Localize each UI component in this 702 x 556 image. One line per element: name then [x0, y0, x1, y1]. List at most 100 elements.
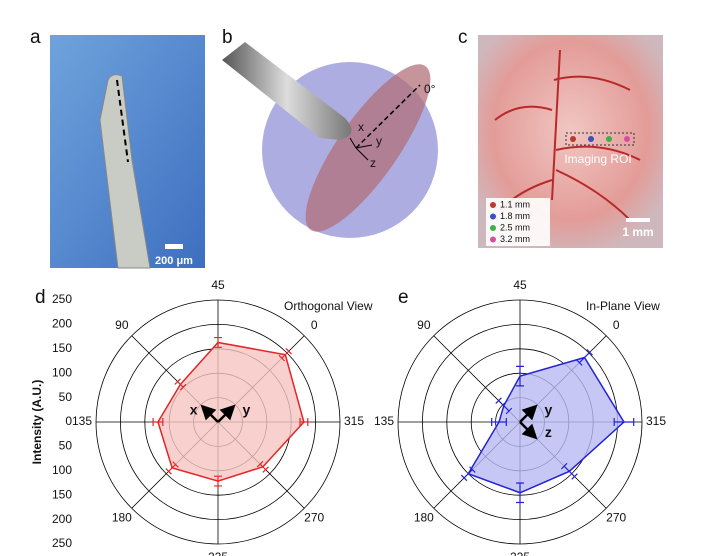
chart-title: Orthogonal View — [284, 299, 373, 313]
theta-tick-label: 270 — [304, 510, 324, 524]
error-bar-line — [214, 475, 222, 487]
error-bar — [576, 349, 593, 366]
error-bar-line — [460, 466, 476, 482]
error-bar — [214, 336, 222, 348]
orientation-label: z — [545, 424, 552, 440]
error-bar-line — [214, 336, 222, 348]
r-tick-label: 200 — [52, 317, 72, 331]
legend: 1.1 mm 1.8 mm2.5 mm 3.2 mm — [490, 199, 530, 244]
error-bar — [174, 378, 187, 391]
fiber-tip — [99, 74, 151, 269]
error-bar — [560, 462, 578, 480]
legend-label: 1.1 mm — [500, 199, 530, 209]
r-axis-label: Intensity (A.U.) — [30, 380, 44, 465]
roi-dot — [588, 136, 594, 142]
error-bar-line — [152, 418, 164, 426]
error-bar — [256, 460, 269, 473]
roi-box — [565, 132, 635, 146]
panel-label: d — [35, 287, 46, 308]
error-bar — [278, 348, 292, 362]
error-bar-line — [256, 460, 269, 473]
error-bar-line — [174, 378, 187, 391]
roi-dot — [624, 136, 630, 142]
axis-label: z — [370, 156, 376, 170]
legend-dot — [490, 225, 496, 231]
error-bar-line — [576, 349, 593, 366]
axis-label: x — [358, 120, 364, 134]
theta-tick-label: 315 — [646, 414, 666, 428]
area — [157, 341, 305, 482]
scale-label: 1 mm — [622, 225, 653, 239]
error-bar — [495, 397, 513, 415]
legend-dot — [490, 202, 496, 208]
error-bar — [516, 482, 524, 504]
panel-label: c — [458, 27, 468, 48]
theta-tick-label: 180 — [112, 510, 132, 524]
theta-tick-label: 90 — [417, 318, 431, 332]
theta-tick-label: 135 — [374, 414, 394, 428]
panel-label: e — [398, 287, 409, 308]
error-bar — [152, 418, 164, 426]
error-bar-line — [495, 397, 513, 415]
orientation-arrow — [519, 421, 538, 440]
r-tick-label: 150 — [52, 487, 72, 501]
chart-title: In-Plane View — [586, 299, 660, 313]
r-tick-label: 250 — [52, 292, 72, 306]
roi-label: Imaging ROI — [564, 152, 631, 166]
panel-label: a — [30, 27, 41, 48]
scale-bar — [165, 244, 183, 249]
fiber — [222, 42, 352, 140]
r-tick-label: 50 — [59, 390, 73, 404]
theta-tick-label: 90 — [115, 318, 129, 332]
theta-tick-label: 315 — [344, 414, 364, 428]
roi-dot — [570, 136, 576, 142]
legend-label: 3.2 mm — [500, 234, 530, 244]
error-bar — [613, 418, 635, 426]
theta-tick-label: 225 — [208, 550, 228, 556]
axis-line — [355, 147, 369, 161]
r-tick-label: 150 — [52, 341, 72, 355]
axis-line — [349, 137, 357, 149]
error-bar-line — [560, 462, 578, 480]
orientation-label: y — [545, 402, 553, 418]
error-bar-line — [165, 461, 179, 475]
theta-tick-label: 225 — [510, 550, 530, 556]
scale-bar — [626, 218, 650, 222]
legend-dot — [490, 236, 496, 243]
theta-tick-label: 270 — [606, 510, 626, 524]
r-tick-label: 50 — [59, 439, 73, 453]
axis-line — [355, 144, 373, 149]
legend-dot — [490, 213, 496, 220]
r-tick-label: 100 — [52, 463, 72, 477]
error-bar-line — [516, 482, 524, 504]
theta-tick-label: 45 — [211, 278, 225, 292]
angle-label: 0° — [424, 82, 436, 96]
axis-line — [355, 84, 421, 149]
axis-label: y — [376, 134, 382, 148]
error-bar — [214, 475, 222, 487]
legend-label: 1.8 mm — [500, 211, 530, 221]
error-bar-line — [516, 365, 524, 387]
theta-tick-label: 180 — [414, 510, 434, 524]
r-tick-label: 100 — [52, 365, 72, 379]
orientation-arrow — [519, 404, 538, 423]
legend-label: 2.5 mm — [500, 222, 530, 232]
error-bar-line — [299, 418, 309, 426]
orientation-arrow — [200, 404, 219, 423]
orientation-label: x — [190, 402, 198, 418]
legend-box — [486, 198, 550, 246]
error-bar-line — [613, 418, 635, 426]
dashed-marker — [116, 79, 129, 163]
theta-tick-label: 0 — [311, 318, 318, 332]
orientation-arrow — [217, 404, 236, 423]
error-bar-line — [491, 418, 507, 426]
orientation-label: y — [243, 402, 251, 418]
panel-label: b — [222, 27, 233, 48]
error-bar — [460, 466, 476, 482]
error-bar — [299, 418, 309, 426]
scale-label: 200 μm — [155, 255, 193, 267]
r-tick-label: 200 — [52, 512, 72, 526]
error-bar — [516, 365, 524, 387]
r-tick-label: 250 — [52, 536, 72, 550]
